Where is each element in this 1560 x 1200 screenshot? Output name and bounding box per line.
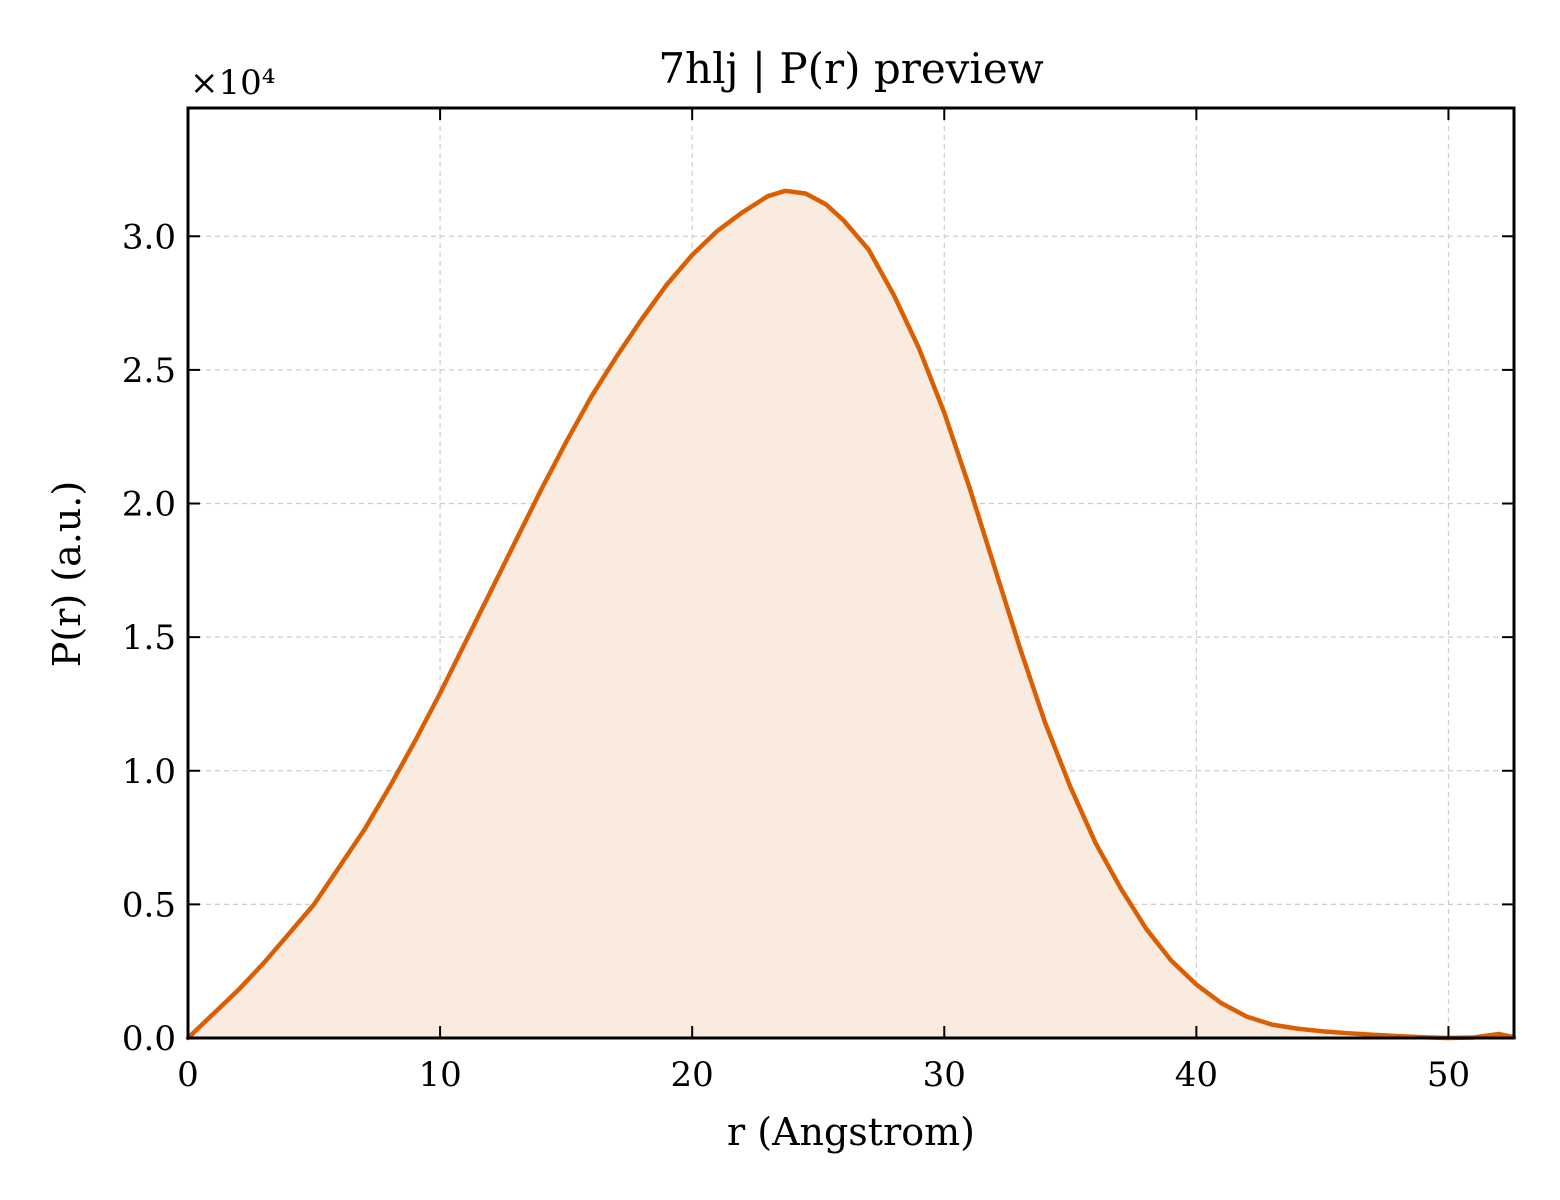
y-tick-label: 1.5 [122,618,176,658]
y-tick-label: 2.5 [122,351,176,391]
y-tick-labels: 0.0 0.5 1.0 1.5 2.0 2.5 3.0 [122,217,176,1059]
x-axis-label: r (Angstrom) [727,1110,975,1154]
y-axis-multiplier: ×10⁴ [190,63,275,103]
x-tick-label: 0 [177,1055,199,1095]
y-tick-label: 3.0 [122,217,176,257]
y-tick-label: 2.0 [122,485,176,525]
plot-frame [186,106,1516,1040]
pr-area-fill [188,190,1514,1039]
x-tick-label: 20 [671,1055,714,1095]
x-tick-label: 30 [923,1055,966,1095]
pr-curve-line [185,188,1517,1041]
x-tick-labels: 0 10 20 30 40 50 [177,1055,1470,1095]
y-axis-label: P(r) (a.u.) [45,481,89,667]
chart-title: 7hlj | P(r) preview [658,44,1043,93]
x-tick-label: 50 [1427,1055,1470,1095]
x-tick-label: 10 [418,1055,461,1095]
y-tick-label: 0.0 [122,1019,176,1059]
y-tick-label: 0.5 [122,885,176,925]
y-tick-label: 1.0 [122,752,176,792]
x-tick-label: 40 [1175,1055,1218,1095]
